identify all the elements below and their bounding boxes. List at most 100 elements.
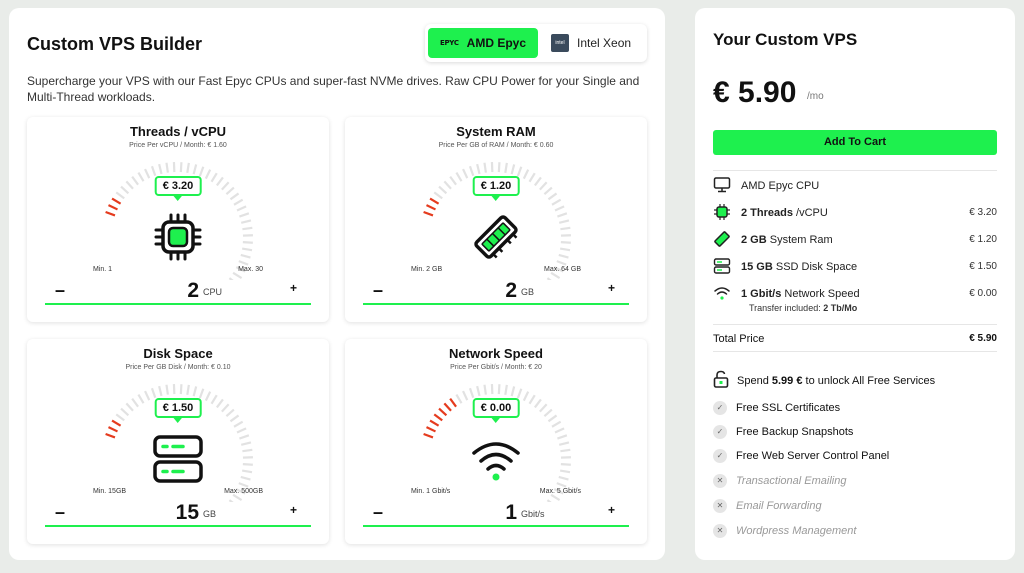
gauge-tick: [483, 162, 487, 173]
total-row: Total Price € 5.90: [713, 324, 997, 352]
gauge-tick: [111, 419, 122, 427]
gauge-tick: [232, 493, 243, 501]
amd-epyc-label: AMD Epyc: [466, 36, 527, 50]
gauge-tick: [228, 277, 234, 280]
gauge-tick: [239, 434, 250, 440]
feature-label: Transactional Emailing: [736, 475, 847, 487]
gauge-tick: [426, 426, 436, 433]
gauge-tick: [198, 166, 205, 177]
gauge-tick: [504, 384, 508, 395]
gauge-tick: [522, 391, 530, 402]
disk-icon: [713, 258, 731, 274]
gauge-tick: [468, 387, 475, 399]
gauge-tick: [468, 165, 475, 177]
cross-icon: ✕: [713, 499, 727, 513]
cross-icon: ✕: [713, 524, 727, 538]
gauge-tick: [423, 432, 434, 439]
gauge-tick: [429, 197, 440, 205]
feature-label: Wordpress Management: [736, 525, 857, 537]
gauge-tick: [131, 397, 139, 408]
gauge-tick: [165, 384, 169, 395]
gauge-tick: [550, 493, 561, 501]
gauge-tick: [228, 499, 234, 502]
gauge-tick: [225, 408, 235, 418]
gauge-tick: [158, 385, 163, 397]
decrease-button[interactable]: –: [373, 280, 384, 300]
gauge-tick: [554, 205, 565, 212]
unlock-amount: 5.99 €: [771, 375, 803, 387]
gauge-tick: [560, 226, 571, 231]
gauge-tick: [240, 219, 252, 224]
add-to-cart-button[interactable]: Add To Cart: [713, 130, 997, 155]
increase-button[interactable]: +: [289, 281, 297, 295]
decrease-button[interactable]: –: [373, 502, 384, 522]
gauge-tick: [528, 172, 536, 183]
gauge-tick: [558, 219, 570, 224]
unlock-prefix: Spend: [737, 375, 772, 387]
gauge-tick: [558, 475, 569, 481]
price-period: /mo: [807, 91, 824, 102]
gauge-tick: [443, 180, 452, 190]
gauge-tick: [476, 385, 481, 397]
threads-card: Threads / vCPU Price Per vCPU / Month: €…: [27, 117, 329, 322]
gauge-tick: [510, 164, 516, 175]
gauge-tick: [221, 181, 230, 191]
gauge-tick: [504, 162, 508, 173]
gauge-tick: [229, 192, 240, 201]
spec-label: SSD Disk Space: [772, 261, 858, 273]
decrease-button[interactable]: –: [55, 280, 66, 300]
gauge-tick: [240, 253, 251, 259]
max-label: Max. 500GB: [224, 488, 263, 495]
card-subtitle: Price Per GB of RAM / Month: € 0.60: [438, 142, 554, 149]
increase-button[interactable]: +: [607, 281, 615, 295]
gauge-tick: [516, 166, 523, 177]
min-label: Min. 1: [93, 266, 113, 273]
spec-value: € 3.20: [969, 207, 997, 218]
gauge-tick: [522, 169, 530, 180]
spec-row-network: 1 Gbit/s Network Speed € 0.00 Transfer i…: [713, 279, 997, 315]
gauge-tick: [235, 266, 246, 273]
price-tag: € 0.00: [472, 398, 520, 423]
spec-label: AMD Epyc CPU: [741, 180, 820, 192]
gauge-tick: [179, 384, 183, 395]
gauge-tick: [131, 175, 139, 186]
check-icon: ✓: [713, 401, 727, 415]
decrease-button[interactable]: –: [55, 502, 66, 522]
cpu-icon: [714, 204, 730, 220]
price-tag: € 3.20: [154, 176, 202, 201]
gauge-tick: [105, 432, 116, 439]
amd-epyc-button[interactable]: EPYC AMD Epyc: [428, 28, 538, 58]
gauge-tick: [426, 204, 436, 211]
unlock-suffix: to unlock All Free Services: [802, 375, 936, 387]
intel-xeon-button[interactable]: intel Intel Xeon: [543, 28, 643, 58]
gauge-tick: [483, 384, 487, 395]
spec-label: System Ram: [766, 234, 833, 246]
max-label: Max. 5 Gbit/s: [539, 488, 581, 495]
gauge-tick: [546, 277, 552, 280]
gauge-tick: [137, 393, 145, 404]
gauge-tick: [229, 414, 240, 423]
gauge-tick: [192, 164, 198, 175]
gauge-tick: [557, 434, 568, 440]
gauge-tick: [125, 402, 134, 412]
gauge-tick: [115, 191, 125, 200]
gauge-tick: [236, 427, 247, 434]
gauge-tick: [539, 181, 548, 191]
summary-panel: Your Custom VPS € 5.90 /mo Add To Cart A…: [695, 8, 1015, 560]
increase-button[interactable]: +: [607, 503, 615, 517]
gauge-tick: [455, 171, 463, 182]
gauge-tick: [534, 398, 542, 409]
disk-gauge: [105, 384, 253, 502]
gauge-tick: [216, 398, 224, 409]
gauge-tick: [556, 260, 567, 266]
gauge-tick: [120, 185, 130, 195]
gauge-tick: [242, 463, 253, 466]
wifi-icon: [472, 442, 520, 481]
gauge-tick: [546, 499, 552, 502]
gauge-tick: [240, 441, 252, 446]
max-label: Max. 30: [238, 266, 263, 273]
spec-bold: 2 Threads: [741, 207, 793, 219]
increase-button[interactable]: +: [289, 503, 297, 517]
gauge-tick: [557, 212, 568, 218]
check-icon: ✓: [713, 425, 727, 439]
